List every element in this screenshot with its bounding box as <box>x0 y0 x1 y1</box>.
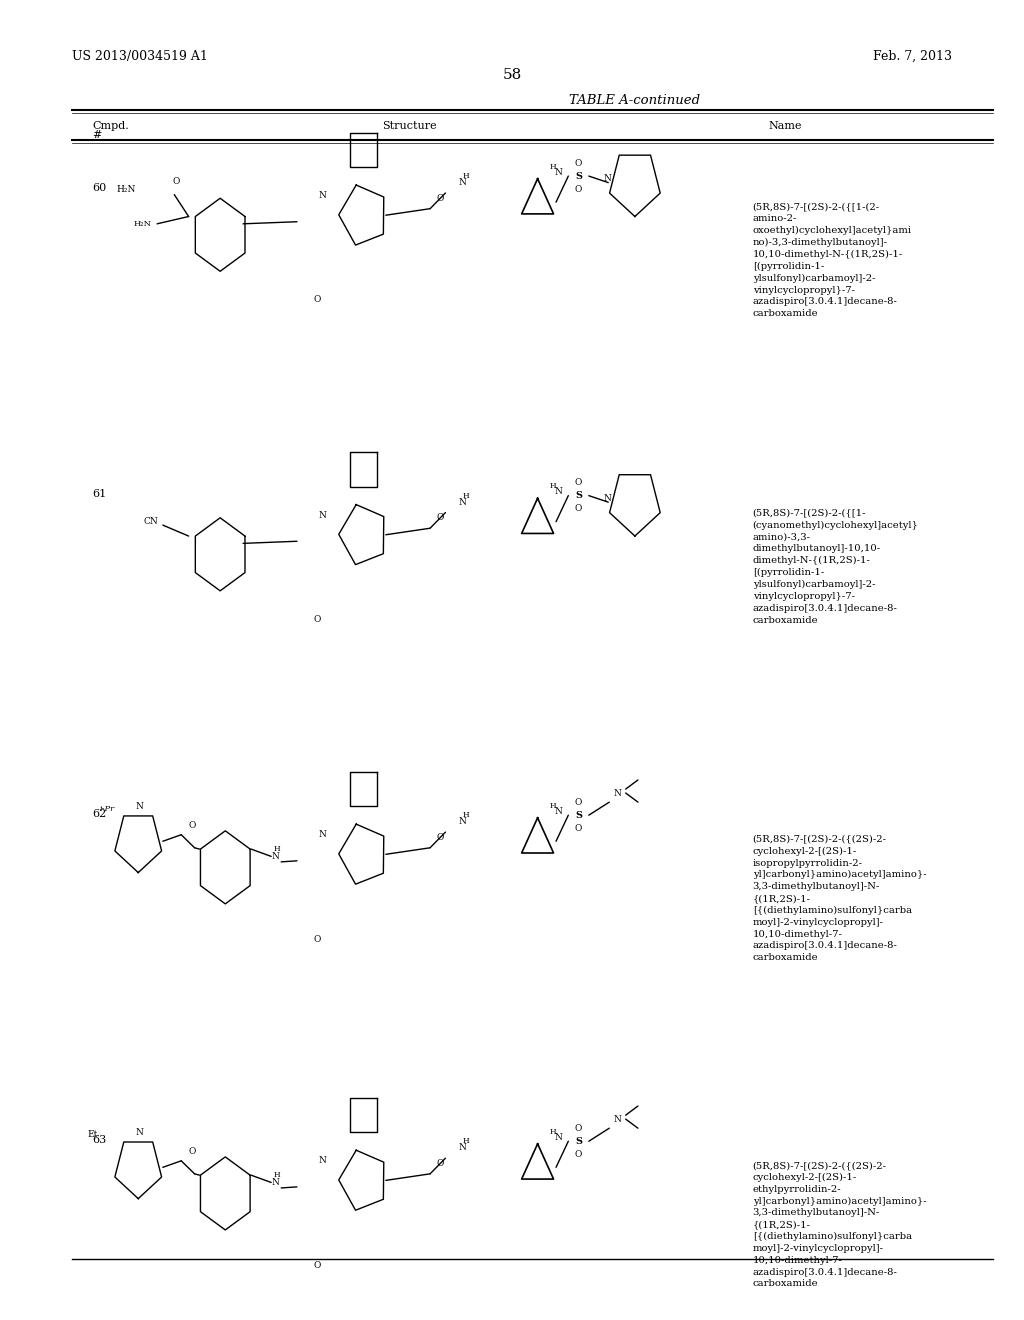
Text: N: N <box>459 1143 467 1152</box>
Text: O: O <box>574 158 583 168</box>
Text: TABLE A-continued: TABLE A-continued <box>569 94 700 107</box>
Text: N: N <box>603 494 611 503</box>
Text: Cmpd.: Cmpd. <box>92 121 129 131</box>
Text: O: O <box>188 1147 197 1156</box>
Text: (5R,8S)-7-[(2S)-2-({(2S)-2-
cyclohexyl-2-[(2S)-1-
ethylpyrrolidin-2-
yl]carbonyl: (5R,8S)-7-[(2S)-2-({(2S)-2- cyclohexyl-2… <box>753 1160 927 1288</box>
Text: H: H <box>463 1138 469 1146</box>
Text: N: N <box>554 168 562 177</box>
Text: O: O <box>436 833 444 842</box>
Text: O: O <box>313 615 322 624</box>
Text: O: O <box>313 296 322 305</box>
Text: N: N <box>613 1114 622 1123</box>
Text: N: N <box>271 1177 280 1187</box>
Text: #: # <box>92 131 101 140</box>
Text: O: O <box>574 504 583 513</box>
Text: H: H <box>550 1129 556 1137</box>
Text: H: H <box>463 172 469 180</box>
Text: O: O <box>574 797 583 807</box>
Text: N: N <box>271 851 280 861</box>
Text: i-Pr: i-Pr <box>100 805 115 813</box>
Text: 62: 62 <box>92 809 106 818</box>
Text: O: O <box>574 185 583 194</box>
Text: (5R,8S)-7-[(2S)-2-({[1-
(cyanomethyl)cyclohexyl]acetyl}
amino)-3,3-
dimethylbuta: (5R,8S)-7-[(2S)-2-({[1- (cyanomethyl)cyc… <box>753 508 919 624</box>
Text: O: O <box>313 1261 322 1270</box>
Text: 63: 63 <box>92 1135 106 1144</box>
Text: O: O <box>172 177 179 186</box>
Text: Structure: Structure <box>382 121 437 131</box>
Text: (5R,8S)-7-[(2S)-2-({(2S)-2-
cyclohexyl-2-[(2S)-1-
isopropylpyrrolidin-2-
yl]carb: (5R,8S)-7-[(2S)-2-({(2S)-2- cyclohexyl-2… <box>753 834 927 962</box>
Text: N: N <box>554 807 562 816</box>
Text: H: H <box>273 1171 281 1179</box>
Text: N: N <box>135 1127 143 1137</box>
Text: N: N <box>318 1156 327 1166</box>
Text: N: N <box>459 498 467 507</box>
Text: N: N <box>459 817 467 826</box>
Text: O: O <box>574 1123 583 1133</box>
Text: N: N <box>613 788 622 797</box>
Text: H: H <box>550 162 556 172</box>
Text: S: S <box>575 172 582 181</box>
Text: O: O <box>574 824 583 833</box>
Text: H: H <box>463 812 469 820</box>
Text: N: N <box>318 830 327 840</box>
Text: N: N <box>135 801 143 810</box>
Text: S: S <box>575 491 582 500</box>
Text: O: O <box>188 821 197 830</box>
Text: N: N <box>318 511 327 520</box>
Text: H: H <box>550 483 556 491</box>
Text: H₂N: H₂N <box>134 220 152 228</box>
Text: H: H <box>463 491 469 500</box>
Text: 60: 60 <box>92 182 106 193</box>
Text: N: N <box>459 178 467 187</box>
Text: CN: CN <box>144 517 159 525</box>
Text: US 2013/0034519 A1: US 2013/0034519 A1 <box>72 50 208 62</box>
Text: 58: 58 <box>503 67 521 82</box>
Text: (5R,8S)-7-[(2S)-2-({[1-(2-
amino-2-
oxoethyl)cyclohexyl]acetyl}ami
no)-3,3-dimet: (5R,8S)-7-[(2S)-2-({[1-(2- amino-2- oxoe… <box>753 202 911 318</box>
Text: Name: Name <box>768 121 802 131</box>
Text: H: H <box>550 803 556 810</box>
Text: S: S <box>575 810 582 820</box>
Text: Feb. 7, 2013: Feb. 7, 2013 <box>873 50 952 62</box>
Text: N: N <box>603 174 611 183</box>
Text: 61: 61 <box>92 490 106 499</box>
Text: Et: Et <box>87 1130 97 1139</box>
Text: O: O <box>574 478 583 487</box>
Text: O: O <box>574 1150 583 1159</box>
Text: H: H <box>273 845 281 853</box>
Text: N: N <box>318 191 327 201</box>
Text: O: O <box>436 194 444 203</box>
Text: N: N <box>554 487 562 496</box>
Text: O: O <box>436 513 444 523</box>
Text: O: O <box>313 935 322 944</box>
Text: N: N <box>554 1133 562 1142</box>
Text: O: O <box>436 1159 444 1168</box>
Text: H₂N: H₂N <box>117 185 135 194</box>
Text: S: S <box>575 1137 582 1146</box>
